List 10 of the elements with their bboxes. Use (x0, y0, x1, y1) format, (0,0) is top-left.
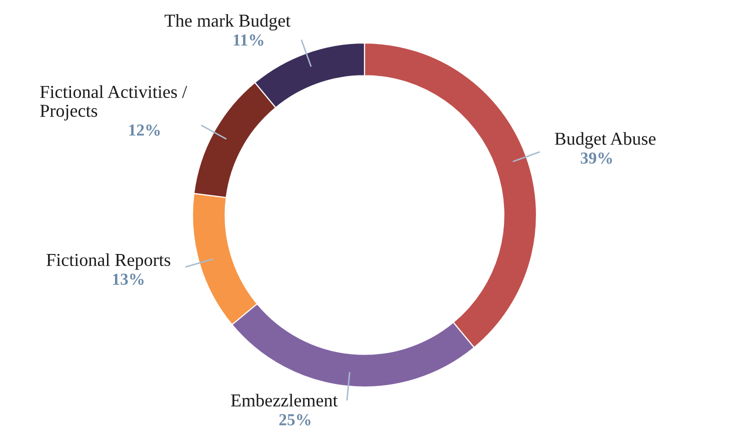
data-label: 13% (113, 274, 144, 285)
data-label: 39% (580, 152, 612, 164)
data-label: 25% (279, 414, 310, 426)
slice-label: Embezzlement (231, 394, 338, 407)
slice-label: The mark Budget (164, 14, 291, 31)
data-label: 11% (234, 34, 264, 46)
slice-label: Fictional Reports (46, 253, 170, 270)
data-label: 12% (129, 124, 160, 136)
slice-label: Budget Abuse (554, 132, 656, 149)
slice-label: Fictional Activities / Projects (40, 85, 188, 121)
